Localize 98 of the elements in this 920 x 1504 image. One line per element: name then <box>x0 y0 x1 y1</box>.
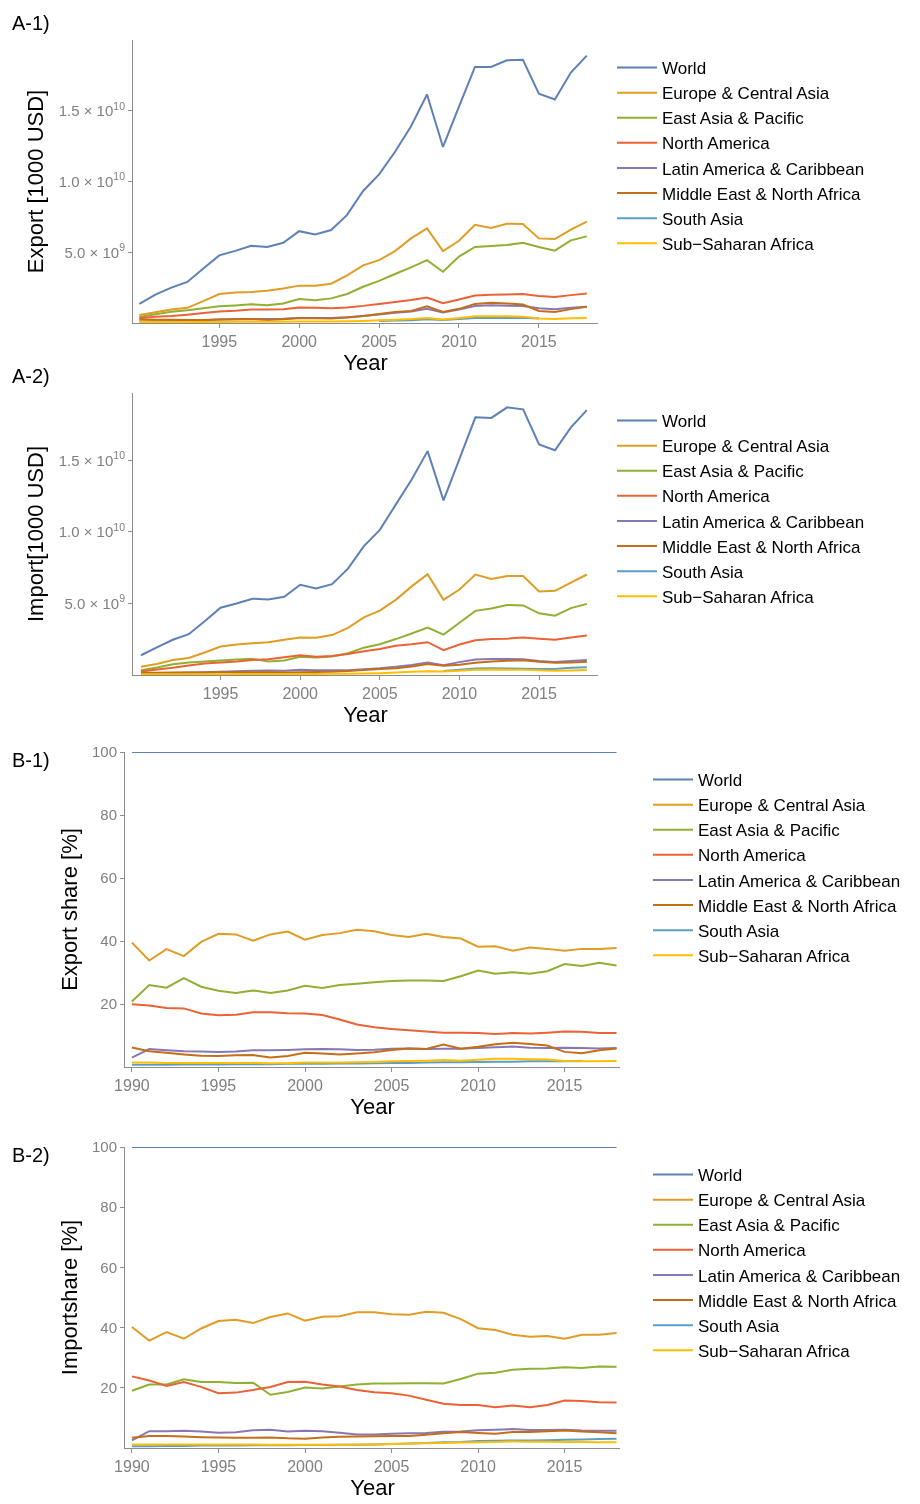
line-series <box>138 220 588 317</box>
legend-label: World <box>698 1166 743 1186</box>
legend-label: South Asia <box>698 1316 780 1336</box>
y-tick-label: 100 <box>91 743 117 761</box>
legend-label: East Asia & Pacific <box>662 462 805 482</box>
line-series <box>130 1041 618 1059</box>
x-tick-label: 2000 <box>287 1458 323 1476</box>
line-series <box>130 1310 618 1342</box>
y-tick-label: 5.0 × 10$^{9}$ <box>64 241 126 261</box>
legend-label: Europe & Central Asia <box>662 437 830 457</box>
x-tick-label: 2010 <box>441 333 477 351</box>
x-tick-label: 1990 <box>114 1458 150 1476</box>
x-tick-label: 2005 <box>361 333 397 351</box>
x-axis-title: Year <box>343 350 388 376</box>
legend-label: Middle East & North Africa <box>698 896 897 916</box>
legend-label: North America <box>662 134 771 154</box>
x-tick-label: 2015 <box>546 1077 583 1095</box>
x-axis-title: Year <box>350 1094 395 1120</box>
legend-label: Middle East & North Africa <box>662 184 861 204</box>
legend-label: East Asia & Pacific <box>698 1216 841 1236</box>
x-tick-label: 1990 <box>114 1077 150 1095</box>
y-axis-title: Export share [%] <box>56 828 82 991</box>
legend-label: North America <box>698 1241 807 1261</box>
y-tick-label: 60 <box>100 869 117 887</box>
x-tick-label: 2000 <box>282 685 319 703</box>
x-axis-title: Year <box>343 702 388 728</box>
legend-label: Sub−Saharan Africa <box>698 1341 851 1361</box>
y-tick-label: 80 <box>100 806 117 824</box>
line-series <box>130 1003 618 1035</box>
legend-label: Latin America & Caribbean <box>662 159 865 179</box>
chart-title: B-1) <box>12 749 50 771</box>
line-series <box>130 1375 618 1409</box>
chart-title: A-1) <box>12 12 50 34</box>
chart-title: B-2) <box>12 1144 50 1166</box>
legend-label: Middle East & North Africa <box>698 1291 897 1311</box>
legend-label: Europe & Central Asia <box>662 84 830 104</box>
x-tick-label: 2005 <box>362 685 398 703</box>
legend-label: World <box>662 59 707 79</box>
legend-label: North America <box>662 487 771 507</box>
legend-label: South Asia <box>698 921 780 941</box>
y-tick-label: 20 <box>100 995 117 1013</box>
legend-label: Sub−Saharan Africa <box>662 587 815 607</box>
legend-label: South Asia <box>662 562 744 582</box>
y-tick-label: 40 <box>100 932 117 950</box>
y-tick-label: 1.0 × 10$^{10}$ <box>58 170 126 190</box>
x-tick-label: 2000 <box>281 333 318 351</box>
legend-label: Sub−Saharan Africa <box>662 234 815 254</box>
legend-label: Europe & Central Asia <box>698 1191 866 1211</box>
x-tick-label: 2015 <box>521 333 557 351</box>
legend-label: Europe & Central Asia <box>698 796 866 816</box>
line-series <box>130 1045 618 1059</box>
legend-label: North America <box>698 846 807 866</box>
y-tick-label: 1.0 × 10$^{10}$ <box>58 520 126 541</box>
line-series <box>138 54 588 305</box>
y-tick-label: 80 <box>100 1198 117 1216</box>
legend-label: Latin America & Caribbean <box>698 871 901 891</box>
x-tick-label: 1995 <box>202 685 239 703</box>
y-tick-label: 5.0 × 10$^{9}$ <box>64 592 126 612</box>
line-series <box>139 406 588 657</box>
y-tick-label: 1.5 × 10$^{10}$ <box>58 99 126 119</box>
y-axis-title: Export [1000 USD] <box>23 89 49 274</box>
x-tick-label: 2015 <box>546 1458 583 1476</box>
x-tick-label: 2010 <box>441 685 478 703</box>
x-axis-title: Year <box>350 1475 395 1501</box>
chart-title: A-2) <box>12 365 50 387</box>
y-tick-label: 1.5 × 10$^{10}$ <box>58 449 126 469</box>
line-series <box>138 292 588 320</box>
y-tick-label: 60 <box>100 1258 117 1276</box>
y-tick-label: 40 <box>100 1318 117 1336</box>
x-tick-label: 2010 <box>460 1077 496 1095</box>
x-tick-label: 2015 <box>521 685 557 703</box>
line-series <box>130 1365 618 1396</box>
line-series <box>139 634 588 673</box>
legend-label: Latin America & Caribbean <box>662 512 865 532</box>
line-series <box>130 928 618 962</box>
line-series <box>139 573 588 668</box>
y-tick-label: 100 <box>91 1138 117 1156</box>
x-tick-label: 2005 <box>373 1458 410 1476</box>
x-tick-label: 1995 <box>200 1077 237 1095</box>
x-tick-label: 2010 <box>460 1458 496 1476</box>
y-axis-title: Importshare [%] <box>56 1219 82 1376</box>
legend-label: South Asia <box>662 209 744 229</box>
legend-label: Middle East & North Africa <box>662 537 861 557</box>
y-axis-title: Import[1000 USD] <box>23 445 49 623</box>
legend-label: World <box>662 412 707 432</box>
line-series <box>138 235 588 319</box>
x-tick-label: 2005 <box>373 1077 410 1095</box>
x-tick-label: 1995 <box>200 1458 237 1476</box>
x-tick-label: 2000 <box>287 1077 323 1095</box>
legend-label: East Asia & Pacific <box>698 821 841 841</box>
x-tick-label: 1995 <box>201 333 238 351</box>
y-tick-label: 20 <box>100 1379 117 1397</box>
line-series <box>130 961 618 1003</box>
legend-label: World <box>698 771 743 791</box>
line-series <box>139 602 588 672</box>
legend-label: East Asia & Pacific <box>662 109 805 129</box>
legend-label: Latin America & Caribbean <box>698 1266 901 1286</box>
legend-label: Sub−Saharan Africa <box>698 946 851 966</box>
